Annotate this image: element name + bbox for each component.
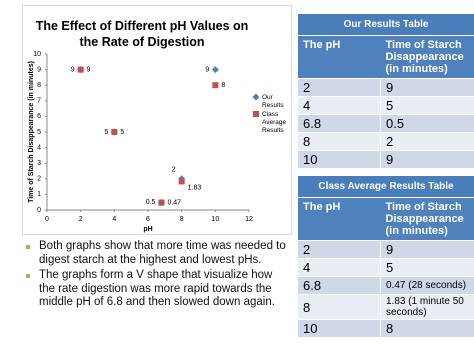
y-tick-label: 1 (37, 191, 41, 198)
data-label: 0.47 (167, 200, 181, 207)
x-axis-label: pH (143, 226, 152, 233)
y-tick-label: 10 (33, 51, 41, 58)
data-label: 5 (104, 129, 108, 136)
table-header-row: The pH Time of Starch Disappearance (in m… (298, 197, 474, 241)
x-tick-label: 12 (245, 216, 253, 223)
table-cell: 0.5 (380, 114, 474, 133)
data-label: 8 (221, 82, 225, 89)
table-cell: 2 (380, 132, 474, 151)
table-title: Class Average Results Table (298, 176, 474, 198)
y-tick-label: 6 (37, 113, 41, 120)
column-header: The pH (298, 35, 381, 79)
x-tick-label: 4 (112, 216, 116, 223)
column-header: Time of Starch Disappearance (in minutes… (380, 197, 474, 241)
chart: The Effect of Different pH Values on the … (22, 5, 292, 235)
table-body: 2 9 4 5 6.8 0.47 (28 seconds) 8 1.83 (1 minute … (298, 240, 474, 337)
table-header-row: The pH Time of Starch Disappearance (in m… (298, 35, 474, 79)
table-cell: 5 (380, 258, 474, 277)
y-tick-label: 0 (37, 207, 41, 214)
table-cell: 8 (298, 132, 381, 151)
x-tick-label: 8 (180, 216, 184, 223)
column-header: The pH (298, 197, 381, 241)
table-cell: 10 (298, 319, 381, 337)
table-cell: 9 (380, 78, 474, 97)
table-cell: 5 (380, 96, 474, 115)
legend-label: Class Average Results (262, 111, 286, 134)
y-tick-label: 7 (37, 98, 41, 105)
y-tick-label: 4 (37, 144, 41, 151)
y-tick-label: 2 (37, 176, 41, 183)
results-table: Class Average Results Table The pH Time of… (298, 176, 474, 337)
table-caption-row: Class Average Results Table (298, 176, 474, 198)
table-row: 6.8 0.5 (298, 114, 474, 133)
x-tick-label: 6 (146, 216, 150, 223)
data-point (77, 66, 84, 73)
table-cell: 4 (298, 258, 381, 277)
table-row: 8 1.83 (1 minute 50 seconds) (298, 294, 474, 320)
table-cell: 2 (298, 240, 381, 259)
table-cell: 6.8 (298, 114, 381, 133)
legend-label: Our Results (262, 94, 284, 109)
data-label: 9 (205, 66, 209, 73)
table-caption-row: Our Results Table (298, 14, 474, 36)
results-table: Our Results Table The pH Time of Starch Di… (298, 14, 474, 168)
table-row: 10 8 (298, 319, 474, 337)
data-label: 9 (71, 66, 75, 73)
table-cell: 8 (298, 294, 381, 320)
data-point (253, 111, 259, 117)
chart-frame (22, 5, 292, 235)
y-tick-label: 5 (37, 129, 41, 136)
table-cell: 2 (298, 78, 381, 97)
y-axis-label: Time of Starch Disappearance (in minutes… (28, 61, 35, 203)
bullet-item: Both graphs show that more time was need… (24, 240, 290, 267)
table-cell: 9 (380, 150, 474, 168)
table-cell: 10 (298, 150, 381, 168)
data-point (158, 199, 165, 206)
x-tick-label: 0 (45, 216, 49, 223)
data-point (111, 129, 118, 135)
bullet-item: The graphs form a V shape that visualize… (24, 269, 290, 310)
y-tick-label: 3 (37, 160, 41, 167)
data-label: 5 (120, 129, 124, 136)
x-tick-label: 2 (79, 216, 83, 223)
data-point (211, 66, 219, 74)
table-cell: 9 (380, 240, 474, 259)
data-label: 1.83 (188, 184, 202, 191)
data-point (178, 178, 185, 185)
chart-title: The Effect of Different pH Values on the … (36, 19, 249, 49)
data-label: 2 (172, 167, 176, 174)
y-tick-label: 9 (37, 66, 41, 73)
data-point (212, 82, 219, 89)
table-cell: 1.83 (1 minute 50 seconds) (380, 294, 474, 320)
data-point (252, 93, 260, 101)
table-cell: 6.8 (298, 276, 381, 295)
table-cell: 8 (380, 319, 474, 337)
table-title: Our Results Table (298, 14, 474, 36)
data-label: 9 (87, 66, 91, 73)
table-cell: 0.47 (28 seconds) (380, 276, 474, 295)
table-row: 10 9 (298, 150, 474, 168)
table-body: 2 9 4 5 6.8 0.5 8 2 10 9 (298, 78, 474, 168)
column-header: Time of Starch Disappearance (in minutes… (380, 35, 474, 79)
table-cell: 4 (298, 96, 381, 115)
bullet-list: Both graphs show that more time was need… (24, 240, 290, 312)
x-tick-label: 10 (211, 216, 219, 223)
table-row: 6.8 0.47 (28 seconds) (298, 276, 474, 295)
y-tick-label: 8 (37, 82, 41, 89)
data-label: 0.5 (146, 199, 156, 206)
